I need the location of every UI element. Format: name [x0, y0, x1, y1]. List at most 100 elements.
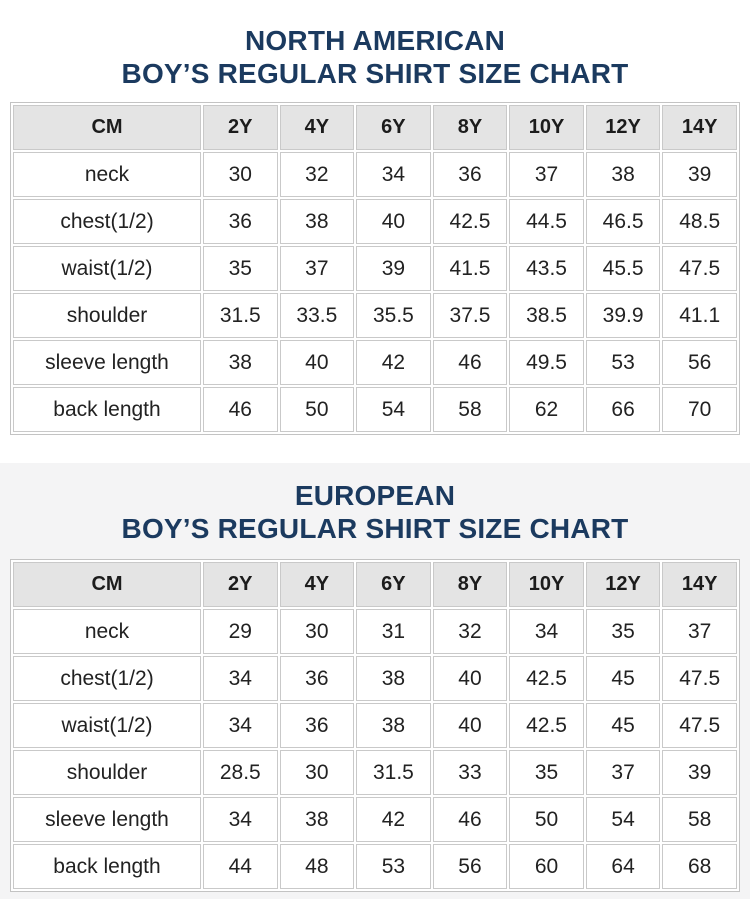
european-title-line-2: BOY’S REGULAR SHIRT SIZE CHART [121, 513, 629, 544]
european-size-table: CM 2Y 4Y 6Y 8Y 10Y 12Y 14Y neck 29 30 31 32 34 35 37 che… [10, 559, 740, 892]
value-cell: 58 [432, 387, 508, 432]
value-cell: 41.5 [432, 246, 508, 291]
measurement-row: sleeve length 38 40 42 46 49.5 53 56 [13, 340, 737, 385]
value-cell: 46 [203, 387, 278, 432]
value-cell: 37 [585, 750, 661, 795]
value-cell: 36 [432, 152, 508, 197]
european-section: EUROPEAN BOY’S REGULAR SHIRT SIZE CHART … [0, 463, 750, 899]
measurement-label-cell: back length [13, 387, 201, 432]
value-cell: 46 [432, 340, 508, 385]
value-cell: 34 [509, 609, 584, 654]
value-cell: 66 [585, 387, 661, 432]
value-cell: 33 [432, 750, 508, 795]
value-cell: 35 [203, 246, 278, 291]
value-cell: 34 [203, 797, 278, 842]
value-cell: 44.5 [509, 199, 584, 244]
header-row: CM 2Y 4Y 6Y 8Y 10Y 12Y 14Y [13, 105, 737, 150]
value-cell: 53 [356, 844, 431, 889]
value-cell: 37 [662, 609, 737, 654]
value-cell: 49.5 [509, 340, 584, 385]
value-cell: 42.5 [509, 656, 584, 701]
value-cell: 37 [279, 246, 355, 291]
measurement-row: back length 46 50 54 58 62 66 70 [13, 387, 737, 432]
value-cell: 31.5 [203, 293, 278, 338]
value-cell: 48 [279, 844, 355, 889]
value-cell: 48.5 [662, 199, 737, 244]
value-cell: 38 [279, 797, 355, 842]
measurement-row: neck 30 32 34 36 37 38 39 [13, 152, 737, 197]
value-cell: 30 [279, 750, 355, 795]
size-header-cell: 6Y [356, 105, 431, 150]
value-cell: 46 [432, 797, 508, 842]
value-cell: 56 [432, 844, 508, 889]
size-header-cell: 8Y [432, 562, 508, 607]
value-cell: 28.5 [203, 750, 278, 795]
value-cell: 42 [356, 797, 431, 842]
value-cell: 34 [203, 703, 278, 748]
size-header-cell: 14Y [662, 105, 737, 150]
value-cell: 68 [662, 844, 737, 889]
value-cell: 35 [585, 609, 661, 654]
value-cell: 35.5 [356, 293, 431, 338]
value-cell: 29 [203, 609, 278, 654]
measurement-row: sleeve length 34 38 42 46 50 54 58 [13, 797, 737, 842]
size-header-cell: 12Y [585, 562, 661, 607]
value-cell: 39 [662, 152, 737, 197]
size-header-cell: 4Y [279, 105, 355, 150]
value-cell: 56 [662, 340, 737, 385]
value-cell: 37 [509, 152, 584, 197]
value-cell: 41.1 [662, 293, 737, 338]
value-cell: 58 [662, 797, 737, 842]
value-cell: 38.5 [509, 293, 584, 338]
value-cell: 45 [585, 656, 661, 701]
measurement-label-cell: waist(1/2) [13, 703, 201, 748]
measurement-row: chest(1/2) 34 36 38 40 42.5 45 47.5 [13, 656, 737, 701]
value-cell: 39 [662, 750, 737, 795]
value-cell: 47.5 [662, 703, 737, 748]
size-header-cell: 12Y [585, 105, 661, 150]
measurement-row: back length 44 48 53 56 60 64 68 [13, 844, 737, 889]
unit-header-cell: CM [13, 562, 201, 607]
value-cell: 30 [203, 152, 278, 197]
header-row: CM 2Y 4Y 6Y 8Y 10Y 12Y 14Y [13, 562, 737, 607]
north-american-title-line-2: BOY’S REGULAR SHIRT SIZE CHART [121, 58, 629, 89]
value-cell: 60 [509, 844, 584, 889]
value-cell: 40 [432, 703, 508, 748]
north-american-title-line-1: NORTH AMERICAN [245, 25, 505, 56]
value-cell: 53 [585, 340, 661, 385]
measurement-label-cell: shoulder [13, 750, 201, 795]
value-cell: 32 [279, 152, 355, 197]
measurement-row: shoulder 28.5 30 31.5 33 35 37 39 [13, 750, 737, 795]
value-cell: 47.5 [662, 246, 737, 291]
value-cell: 35 [509, 750, 584, 795]
value-cell: 40 [356, 199, 431, 244]
measurement-label-cell: back length [13, 844, 201, 889]
value-cell: 36 [279, 656, 355, 701]
measurement-label-cell: neck [13, 609, 201, 654]
value-cell: 39.9 [585, 293, 661, 338]
size-header-cell: 2Y [203, 105, 278, 150]
european-title-line-1: EUROPEAN [294, 480, 456, 511]
value-cell: 37.5 [432, 293, 508, 338]
value-cell: 47.5 [662, 656, 737, 701]
value-cell: 54 [356, 387, 431, 432]
value-cell: 43.5 [509, 246, 584, 291]
value-cell: 42 [356, 340, 431, 385]
measurement-label-cell: sleeve length [13, 340, 201, 385]
north-american-size-table: CM 2Y 4Y 6Y 8Y 10Y 12Y 14Y neck 30 32 34 36 37 38 39 che… [10, 102, 740, 435]
value-cell: 38 [279, 199, 355, 244]
north-american-section: NORTH AMERICAN BOY’S REGULAR SHIRT SIZE … [0, 0, 750, 435]
size-header-cell: 14Y [662, 562, 737, 607]
size-header-cell: 10Y [509, 562, 584, 607]
measurement-row: neck 29 30 31 32 34 35 37 [13, 609, 737, 654]
value-cell: 32 [432, 609, 508, 654]
value-cell: 36 [203, 199, 278, 244]
value-cell: 38 [585, 152, 661, 197]
value-cell: 38 [356, 703, 431, 748]
measurement-label-cell: shoulder [13, 293, 201, 338]
north-american-title: NORTH AMERICAN BOY’S REGULAR SHIRT SIZE … [0, 24, 750, 90]
measurement-label-cell: sleeve length [13, 797, 201, 842]
size-header-cell: 10Y [509, 105, 584, 150]
value-cell: 44 [203, 844, 278, 889]
value-cell: 36 [279, 703, 355, 748]
